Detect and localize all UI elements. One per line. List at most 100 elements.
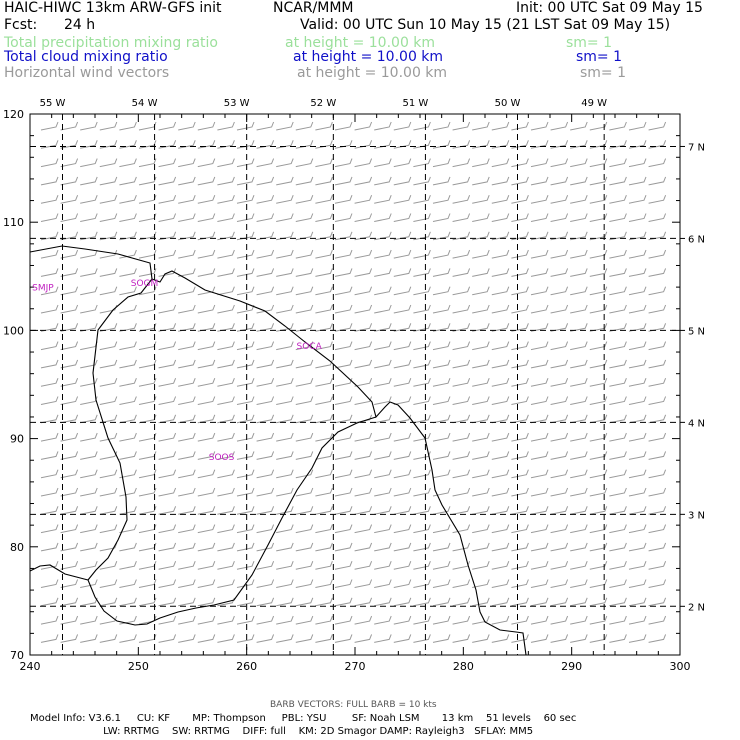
wind-barb (648, 634, 667, 643)
wind-barb (354, 542, 373, 552)
wind-barb (236, 561, 255, 570)
wind-barb (570, 195, 588, 204)
wind-barb (472, 451, 490, 460)
wind-barb (276, 176, 294, 186)
wind-barb (197, 561, 216, 570)
wind-barb (589, 359, 608, 369)
wind-barbs-layer (40, 121, 667, 643)
wind-barb (334, 542, 353, 552)
wind-barb (138, 213, 157, 222)
wind-barb (40, 542, 59, 552)
wind-barb (374, 597, 392, 607)
wind-barb (99, 249, 118, 259)
wind-barb (530, 286, 549, 296)
wind-barb (236, 396, 255, 405)
wind-barb (374, 451, 392, 460)
wind-barb (99, 176, 118, 186)
wind-barb (295, 579, 314, 588)
wind-barb (432, 195, 451, 204)
wind-barb (609, 524, 627, 534)
wind-barb (295, 359, 314, 369)
wind-barb (80, 579, 98, 588)
wind-barb (80, 213, 98, 222)
wind-barb (354, 249, 373, 259)
wind-barb (511, 579, 529, 588)
wind-barb (276, 213, 294, 222)
wind-barb (40, 249, 59, 259)
wind-barb (570, 304, 588, 314)
wind-barb (276, 195, 294, 204)
wind-barb (472, 304, 490, 314)
field-precip-level: at height = 10.00 km (285, 35, 436, 51)
latitude-labels: 7 N 6 N 5 N 4 N 3 N 2 N (680, 142, 705, 613)
wind-barb (158, 286, 177, 296)
wind-barb (589, 542, 608, 552)
wind-barb (589, 158, 608, 168)
wind-barb (40, 268, 59, 277)
wind-barb (628, 451, 647, 460)
wind-barb (256, 396, 275, 405)
wind-barb (432, 140, 451, 149)
wind-barb (452, 615, 471, 625)
wind-barb (217, 378, 235, 387)
wind-barb (530, 158, 549, 168)
wind-barb (354, 396, 373, 405)
wind-barb (432, 176, 451, 186)
wind-barb (472, 506, 490, 515)
wind-barb (276, 634, 294, 643)
wind-barb (511, 432, 529, 442)
wind-barb (40, 121, 59, 131)
model-info-line1: Model Info: V3.6.1 CU: KF MP: Thompson P… (30, 713, 577, 724)
wind-barb (334, 487, 353, 497)
wind-barb (295, 286, 314, 296)
forecast-label: Fcst: (4, 17, 38, 33)
wind-barb (99, 597, 118, 607)
wind-barb (413, 231, 431, 241)
wind-barb (178, 615, 196, 625)
wind-barb (315, 341, 333, 351)
wind-barb (550, 359, 569, 369)
wind-barb (119, 469, 137, 479)
wind-barb (197, 158, 216, 168)
wind-barb (138, 579, 157, 588)
wind-barb (354, 176, 373, 186)
wind-barb (374, 121, 392, 131)
wind-barb (354, 286, 373, 296)
wind-barb (256, 579, 275, 588)
wind-barb (550, 487, 569, 497)
wind-barb (530, 359, 549, 369)
wind-barb (40, 341, 59, 351)
wind-barb (119, 597, 137, 607)
wind-barb (178, 213, 196, 222)
wind-barb (178, 414, 196, 424)
wind-barb (295, 158, 314, 168)
wind-barb (217, 195, 235, 204)
wind-barb (530, 524, 549, 534)
wind-barb (138, 304, 157, 314)
latitude-label: 4 N (688, 418, 705, 429)
wind-barb (432, 359, 451, 369)
wind-barb (178, 506, 196, 515)
wind-barb (158, 597, 177, 607)
wind-barb (491, 634, 510, 643)
wind-barb (628, 176, 647, 186)
wind-barb (609, 506, 627, 515)
wind-barb (276, 304, 294, 314)
wind-barb (648, 597, 667, 607)
wind-barb (354, 487, 373, 497)
wind-barb (570, 359, 588, 369)
wind-barb (276, 378, 294, 387)
wind-barb (197, 487, 216, 497)
wind-barb (452, 304, 471, 314)
wind-barb (648, 542, 667, 552)
wind-barb (472, 323, 490, 332)
wind-barb (491, 378, 510, 387)
wind-barb (511, 286, 529, 296)
wind-barb (40, 176, 59, 186)
wind-barb (550, 506, 569, 515)
wind-barb (452, 524, 471, 534)
wind-barb (472, 561, 490, 570)
wind-barb (491, 451, 510, 460)
x-tick-label: 270 (345, 660, 366, 673)
wind-barb (197, 469, 216, 479)
